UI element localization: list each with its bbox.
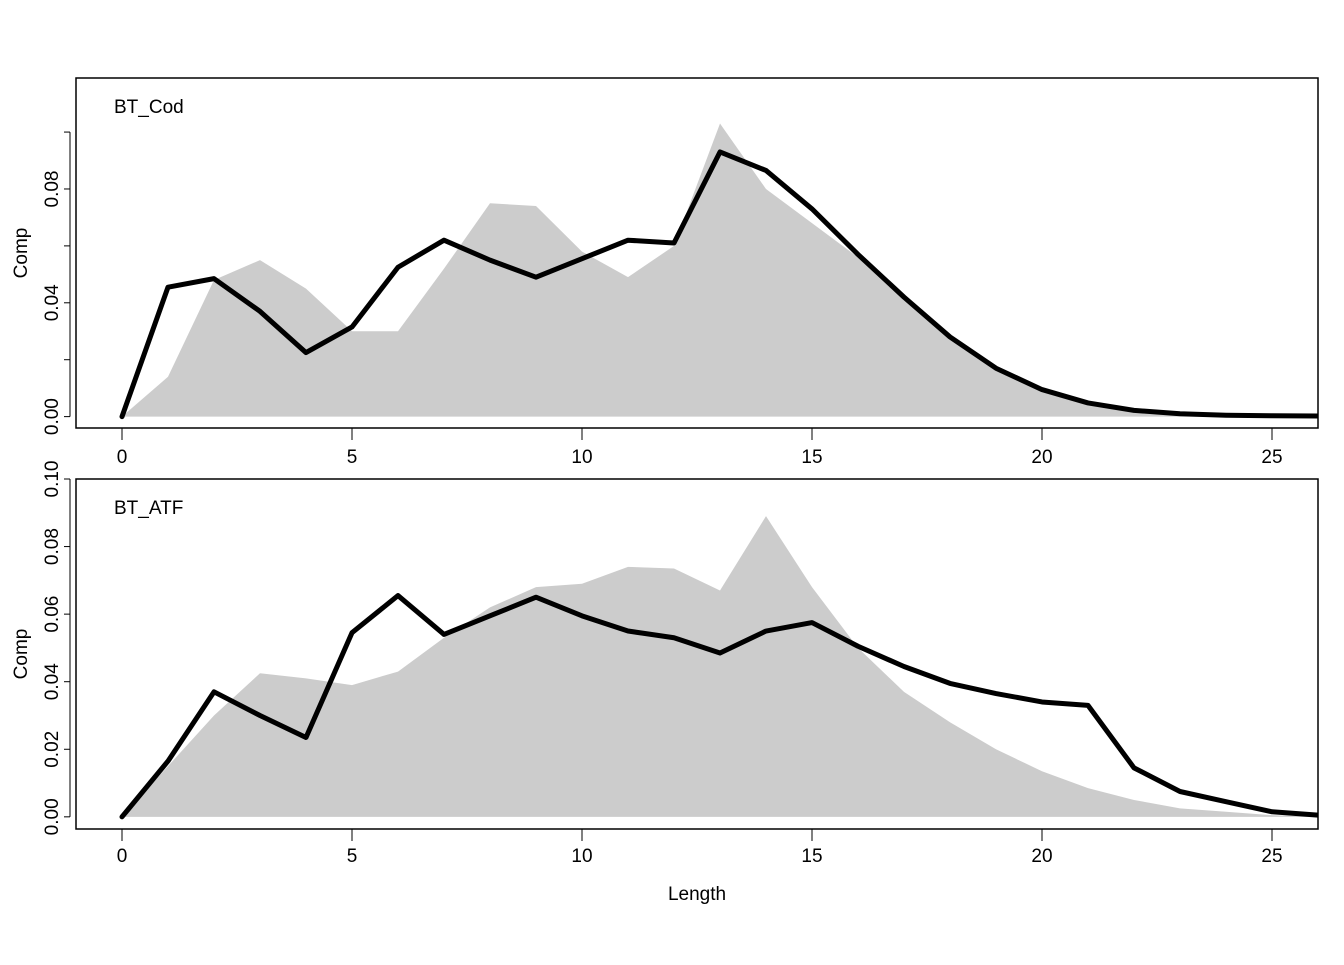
panel-bt-cod: BT_Cod 0 5 10 15 20 25 0.00 0.04 0.08 Comp <box>11 77 1319 468</box>
y-axis-title: Comp <box>11 629 32 680</box>
y-tick-label: 0.06 <box>42 596 63 633</box>
x-axis-title: Length <box>668 884 726 905</box>
x-tick-label: 25 <box>1261 447 1282 468</box>
x-tick-label: 20 <box>1031 447 1052 468</box>
plot-area <box>119 516 1318 820</box>
y-axis-title: Comp <box>11 228 32 279</box>
plot-area <box>119 123 1318 420</box>
x-tick-label: 25 <box>1261 846 1282 867</box>
x-tick-label: 10 <box>571 447 592 468</box>
x-tick-label: 0 <box>117 447 128 468</box>
y-tick-label: 0.00 <box>42 398 63 435</box>
y-tick-label: 0.00 <box>42 798 63 835</box>
y-tick-label: 0.08 <box>42 170 63 207</box>
x-tick-label: 5 <box>347 447 358 468</box>
y-tick-label: 0.10 <box>42 461 63 498</box>
y-tick-label: 0.04 <box>42 663 63 700</box>
x-tick-label: 20 <box>1031 846 1052 867</box>
observed-area <box>122 123 1318 417</box>
y-tick-label: 0.04 <box>42 284 63 321</box>
y-tick-label: 0.08 <box>42 528 63 565</box>
observed-area <box>122 516 1318 817</box>
panel-label: BT_Cod <box>114 97 184 118</box>
x-tick-label: 15 <box>801 846 822 867</box>
x-tick-label: 0 <box>117 846 128 867</box>
x-tick-label: 15 <box>801 447 822 468</box>
x-tick-label: 10 <box>571 846 592 867</box>
y-tick-label: 0.02 <box>42 731 63 768</box>
panel-label: BT_ATF <box>114 498 183 519</box>
expected-line <box>119 149 1318 420</box>
panel-bt-atf: BT_ATF 0 5 10 15 20 25 0.00 0.02 0.04 0.06 0.08 0.10… <box>11 461 1319 905</box>
expected-line <box>119 593 1318 820</box>
x-tick-label: 5 <box>347 846 358 867</box>
